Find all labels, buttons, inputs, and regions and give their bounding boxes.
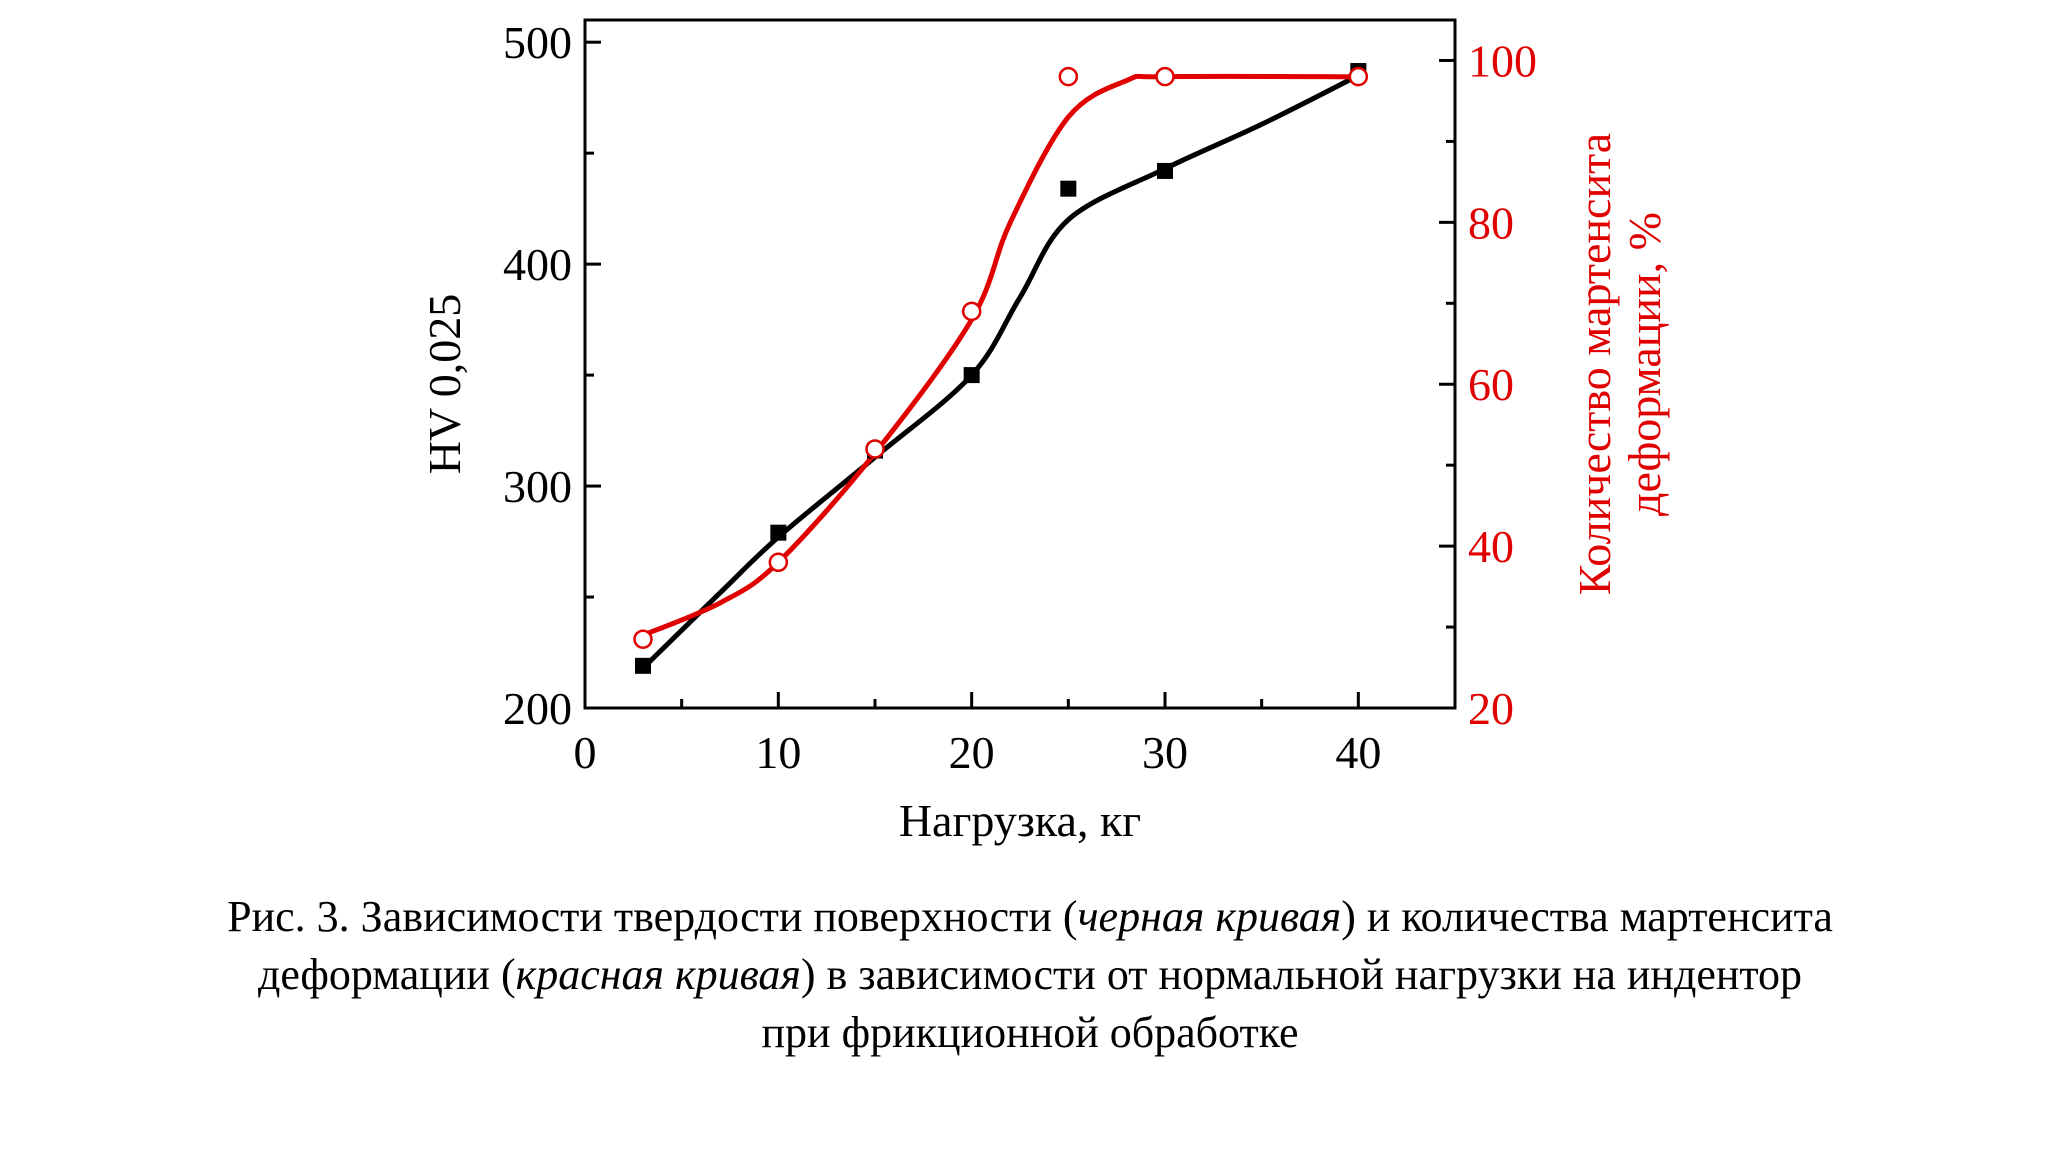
hardness-point bbox=[1060, 180, 1077, 197]
x-axis-title: Нагрузка, кг bbox=[899, 795, 1141, 846]
caption-line-2: деформации (красная кривая) в зависимост… bbox=[0, 946, 2060, 1004]
caption-line-1: Рис. 3. Зависимости твердости поверхност… bbox=[0, 888, 2060, 946]
martensite-point bbox=[961, 301, 982, 322]
x-tick-label: 0 bbox=[574, 727, 597, 778]
x-axis-ticks: 0 10 20 30 40 bbox=[574, 692, 1457, 778]
caption-red-curve-label: красная кривая bbox=[515, 950, 801, 999]
hardness-point bbox=[1157, 162, 1173, 179]
caption-line-3: при фрикционной обработке bbox=[761, 1008, 1299, 1057]
x-tick-label: 10 bbox=[755, 727, 801, 778]
x-tick-label: 30 bbox=[1142, 727, 1188, 778]
y-tick-label: 200 bbox=[503, 683, 572, 734]
figure-caption: Рис. 3. Зависимости твердости поверхност… bbox=[0, 888, 2060, 1062]
martensite-point bbox=[1348, 66, 1369, 87]
martensite-point bbox=[633, 629, 653, 649]
martensite-point bbox=[865, 439, 885, 459]
martensite-point bbox=[768, 552, 789, 573]
caption-line-1-start: Рис. 3. Зависимости твердости поверхност… bbox=[227, 892, 1078, 941]
y2-tick-label: 80 bbox=[1468, 197, 1514, 248]
plot-frame bbox=[583, 18, 1457, 710]
hardness-curve bbox=[641, 73, 1360, 670]
y-axis-title: HV 0,025 bbox=[419, 294, 470, 475]
martensite-point bbox=[1058, 66, 1079, 87]
caption-line-2-end: ) в зависимости от нормальной нагрузки н… bbox=[800, 950, 1803, 999]
hardness-point bbox=[770, 524, 787, 541]
y2-axis-ticks: 20 40 60 80 100 bbox=[1439, 35, 1537, 734]
y2-tick-label: 60 bbox=[1468, 359, 1514, 410]
x-tick-label: 40 bbox=[1335, 727, 1381, 778]
fit-curves bbox=[641, 73, 1360, 670]
caption-line-2-start: деформации ( bbox=[257, 950, 516, 999]
y-axis-ticks: 200 300 400 500 bbox=[503, 17, 601, 734]
y-tick-label: 400 bbox=[503, 239, 572, 290]
y2-tick-label: 20 bbox=[1468, 683, 1514, 734]
y2-axis-title-line2: деформации, % bbox=[1619, 212, 1670, 516]
martensite-curve bbox=[642, 73, 1359, 638]
chart: 0 10 20 30 40 200 300 400 500 20 40 60 80 100 Нагру… bbox=[419, 17, 1670, 846]
caption-line-1-end: ) и количества мартенсита bbox=[1341, 892, 1833, 941]
caption-black-curve-label: черная кривая bbox=[1077, 892, 1342, 941]
y2-tick-label: 100 bbox=[1468, 35, 1537, 86]
hardness-point bbox=[963, 367, 980, 384]
data-markers bbox=[633, 63, 1369, 674]
x-tick-label: 20 bbox=[949, 727, 995, 778]
hardness-point bbox=[635, 657, 651, 674]
y2-tick-label: 40 bbox=[1468, 521, 1514, 572]
y-tick-label: 300 bbox=[503, 461, 572, 512]
martensite-point bbox=[1155, 66, 1175, 87]
y2-axis-title-line1: Количество мартенсита bbox=[1569, 133, 1620, 595]
y-tick-label: 500 bbox=[503, 17, 572, 68]
